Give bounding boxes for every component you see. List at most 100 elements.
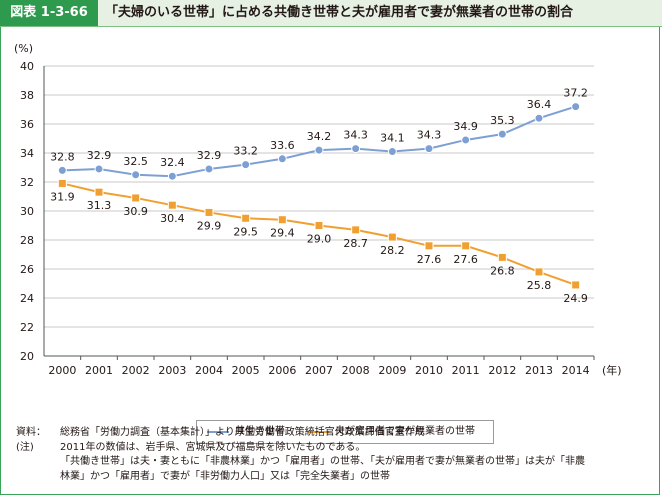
- y-tick-label: 36: [20, 118, 34, 131]
- data-point: [424, 144, 434, 154]
- x-tick-label: 2005: [232, 364, 260, 377]
- note-line-1: 2011年の数値は、岩手県、宮城県及び福島県を除いたものである。: [60, 441, 366, 453]
- data-point: [571, 280, 581, 290]
- figure-label: 図表 1-3-66: [0, 0, 98, 26]
- y-tick-label: 32: [20, 176, 34, 189]
- data-point: [314, 145, 324, 155]
- legend: 共働き世帯 夫が雇用者で妻が無業者の世帯: [196, 420, 494, 444]
- note-line-3: 林業」かつ「雇用者」で妻が「非労働力人口」又は「完全失業者」の世帯: [60, 470, 390, 482]
- data-label: 28.2: [380, 244, 405, 257]
- data-label: 31.3: [87, 199, 112, 212]
- data-point: [94, 187, 104, 197]
- y-tick-label: 30: [20, 205, 34, 218]
- data-label: 28.7: [343, 237, 368, 250]
- legend-label-single-earner: 夫が雇用者で妻が無業者の世帯: [335, 426, 475, 437]
- y-axis-unit: (%): [14, 42, 33, 55]
- data-point: [57, 178, 67, 188]
- data-point: [167, 171, 177, 181]
- notes: 資料： 総務省「労働力調査（基本集計）」より厚生労働省政策統括官付政策評価官室作成…: [16, 426, 656, 484]
- data-label: 35.3: [490, 114, 515, 127]
- x-tick-label: 2004: [195, 364, 223, 377]
- data-label: 24.9: [563, 292, 588, 305]
- legend-item-single-earner: 夫が雇用者で妻が無業者の世帯: [307, 421, 475, 443]
- x-axis-unit: (年): [602, 363, 622, 377]
- data-point: [131, 170, 141, 180]
- x-tick-label: 2000: [48, 364, 76, 377]
- y-tick-label: 22: [20, 321, 34, 334]
- data-label: 34.3: [417, 129, 442, 142]
- data-point: [167, 200, 177, 210]
- data-label: 32.4: [160, 156, 185, 169]
- legend-swatch-dual-income: [207, 431, 229, 433]
- x-tick-label: 2006: [268, 364, 296, 377]
- x-tick-label: 2008: [342, 364, 370, 377]
- x-tick-label: 2012: [488, 364, 516, 377]
- data-label: 29.9: [197, 219, 222, 232]
- data-label: 34.3: [343, 129, 368, 142]
- data-point: [241, 160, 251, 170]
- x-tick-label: 2003: [158, 364, 186, 377]
- legend-swatch-single-earner: [307, 431, 329, 433]
- data-point: [57, 165, 67, 175]
- figure-header: 図表 1-3-66 「夫婦のいる世帯」に占める共働き世帯と夫が雇用者で妻が無業者…: [0, 0, 662, 27]
- y-tick-label: 26: [20, 263, 34, 276]
- data-point: [351, 225, 361, 235]
- x-tick-label: 2009: [378, 364, 406, 377]
- data-point: [534, 267, 544, 277]
- data-label: 27.6: [453, 253, 478, 266]
- data-point: [204, 164, 214, 174]
- data-label: 29.4: [270, 227, 295, 240]
- x-tick-label: 2001: [85, 364, 113, 377]
- footnote: (注) 2011年の数値は、岩手県、宮城県及び福島県を除いたものである。: [16, 441, 656, 456]
- figure-title: 「夫婦のいる世帯」に占める共働き世帯と夫が雇用者で妻が無業者の世帯の割合: [105, 5, 574, 20]
- y-tick-label: 20: [20, 350, 34, 363]
- x-tick-label: 2002: [122, 364, 150, 377]
- data-label: 34.2: [307, 130, 332, 143]
- data-label: 32.5: [123, 155, 148, 168]
- data-point: [314, 221, 324, 230]
- data-point: [131, 193, 141, 203]
- data-point: [534, 113, 544, 123]
- y-tick-label: 34: [20, 147, 34, 160]
- legend-item-dual-income: 共働き世帯: [207, 421, 285, 443]
- data-label: 34.9: [453, 120, 478, 133]
- data-label: 31.9: [50, 190, 75, 203]
- data-label: 33.2: [233, 145, 258, 158]
- y-tick-label: 40: [20, 60, 34, 73]
- data-label: 32.8: [50, 150, 75, 163]
- data-label: 30.9: [123, 205, 148, 218]
- data-label: 34.1: [380, 132, 405, 145]
- x-tick-label: 2013: [525, 364, 553, 377]
- data-point: [571, 102, 581, 112]
- x-tick-label: 2010: [415, 364, 443, 377]
- data-point: [387, 232, 397, 242]
- data-label: 26.8: [490, 264, 515, 277]
- source-text: 総務省「労働力調査（基本集計）」より厚生労働省政策統括官付政策評価官室作成: [60, 427, 425, 438]
- data-label: 29.5: [233, 225, 258, 238]
- data-point: [387, 147, 397, 157]
- data-point: [241, 213, 251, 223]
- x-tick-label: 2011: [452, 364, 480, 377]
- data-point: [277, 215, 287, 225]
- note-line-2: 「共働き世帯」は夫・妻ともに「非農林業」かつ「雇用者」の世帯、「夫が雇用者で妻が…: [60, 456, 585, 467]
- line-chart: 20 22 24 26 28 30 32 34 36 38 40 (%) 2000 2001 2002 200…: [14, 42, 622, 377]
- data-point: [497, 252, 507, 262]
- note-key: (注): [16, 441, 34, 453]
- data-label: 37.2: [563, 87, 588, 100]
- x-tick-label: 2007: [305, 364, 333, 377]
- data-label: 30.4: [160, 212, 185, 225]
- data-label: 32.9: [87, 149, 112, 162]
- data-point: [424, 241, 434, 251]
- data-label: 27.6: [417, 253, 442, 266]
- y-tick-label: 28: [20, 234, 34, 247]
- y-tick-label: 24: [20, 292, 34, 305]
- data-point: [497, 129, 507, 139]
- data-point: [94, 164, 104, 174]
- data-point: [461, 241, 471, 251]
- source-note: 資料： 総務省「労働力調査（基本集計）」より厚生労働省政策統括官付政策評価官室作成: [16, 426, 656, 441]
- data-label: 29.0: [307, 233, 332, 246]
- legend-label-dual-income: 共働き世帯: [235, 426, 285, 437]
- data-point: [204, 207, 214, 217]
- data-point: [461, 135, 471, 145]
- data-label: 25.8: [527, 279, 552, 292]
